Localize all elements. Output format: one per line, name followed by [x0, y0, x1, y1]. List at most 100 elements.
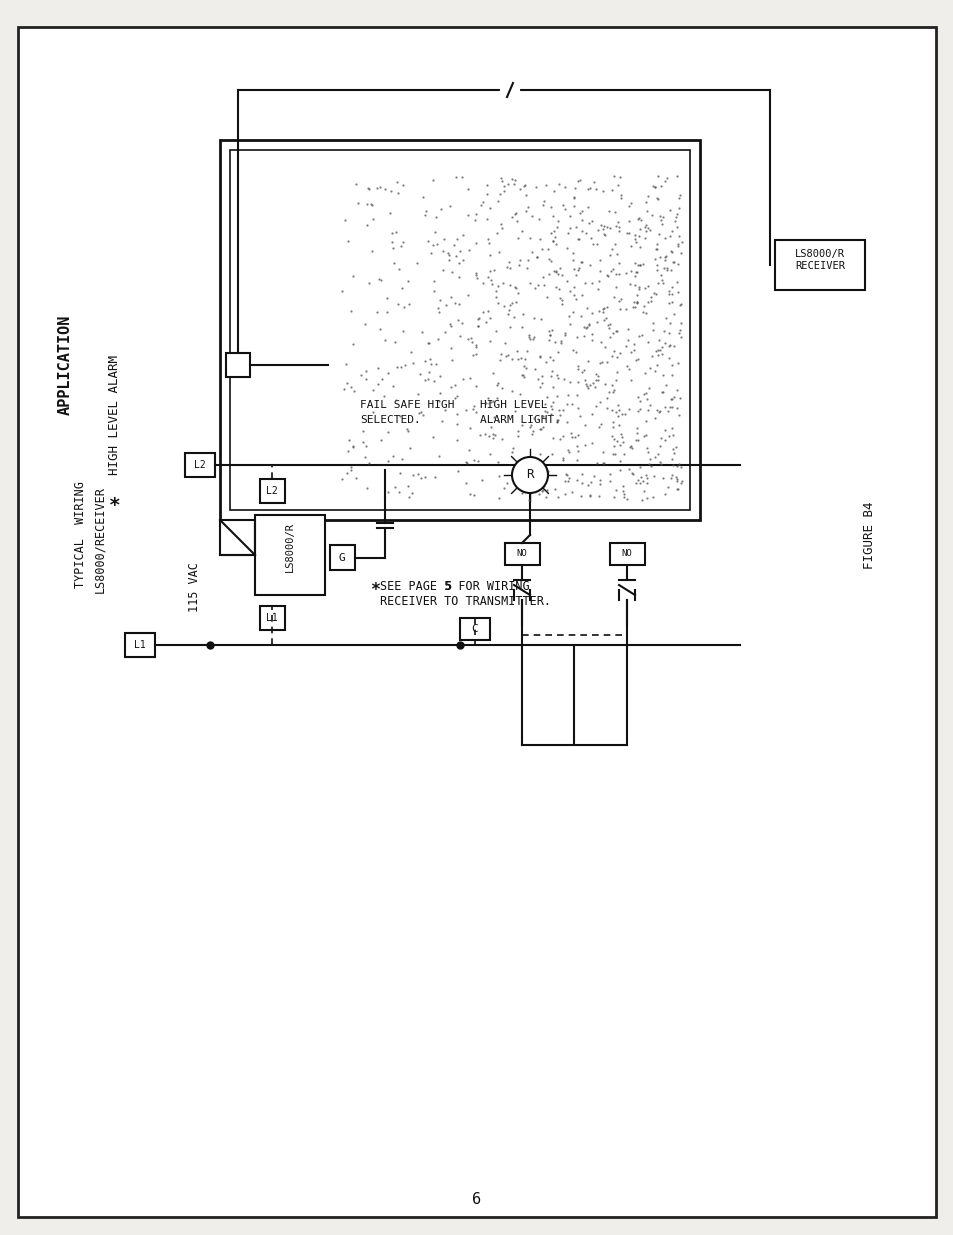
Point — [657, 333, 672, 353]
Point — [452, 241, 467, 261]
Point — [626, 291, 641, 311]
Point — [470, 309, 485, 329]
Point — [392, 463, 407, 483]
Point — [504, 382, 519, 401]
Point — [528, 177, 543, 196]
Point — [549, 366, 564, 385]
Point — [573, 252, 588, 272]
Point — [429, 207, 444, 227]
Point — [416, 405, 431, 425]
Point — [502, 295, 517, 315]
Point — [335, 282, 350, 301]
Point — [605, 429, 620, 448]
Point — [537, 394, 552, 414]
Point — [516, 368, 531, 388]
Point — [588, 370, 603, 390]
Point — [578, 317, 594, 337]
Point — [452, 326, 467, 346]
Text: 6: 6 — [472, 1193, 481, 1208]
Point — [462, 484, 477, 504]
Point — [507, 204, 522, 224]
Point — [667, 211, 682, 231]
Point — [639, 291, 655, 311]
Point — [426, 282, 441, 301]
Point — [465, 345, 480, 364]
Point — [537, 191, 552, 211]
Point — [525, 327, 540, 347]
Point — [532, 445, 547, 464]
Point — [490, 293, 505, 312]
Point — [665, 252, 680, 272]
Text: L2: L2 — [266, 487, 277, 496]
Point — [530, 274, 545, 294]
Point — [400, 421, 416, 441]
Point — [663, 221, 679, 241]
Point — [373, 431, 388, 451]
Point — [665, 425, 680, 445]
Point — [346, 437, 361, 457]
Point — [563, 394, 578, 414]
Point — [517, 185, 533, 205]
Point — [570, 228, 585, 248]
Point — [439, 243, 455, 263]
Point — [482, 199, 497, 219]
Point — [614, 404, 629, 424]
Point — [569, 327, 584, 347]
Point — [544, 351, 559, 370]
Point — [370, 358, 385, 378]
Point — [447, 375, 462, 395]
Point — [674, 232, 689, 252]
Point — [668, 467, 683, 487]
Point — [465, 399, 480, 419]
Point — [405, 353, 420, 373]
Point — [639, 332, 655, 352]
Point — [507, 401, 522, 421]
Point — [468, 335, 483, 354]
Point — [550, 264, 565, 284]
Point — [574, 221, 589, 241]
Point — [414, 322, 429, 342]
Point — [539, 387, 555, 406]
Point — [598, 217, 614, 237]
Point — [669, 469, 684, 489]
Point — [380, 421, 395, 441]
Point — [608, 277, 623, 296]
Point — [621, 195, 637, 215]
Point — [578, 222, 593, 242]
Point — [481, 393, 497, 412]
Point — [672, 320, 687, 340]
Point — [570, 373, 585, 393]
Point — [628, 285, 643, 305]
Point — [599, 298, 615, 317]
Point — [454, 167, 469, 186]
Point — [563, 482, 578, 501]
Point — [577, 370, 592, 390]
Point — [644, 205, 659, 225]
Point — [353, 366, 368, 385]
Point — [623, 261, 639, 280]
Point — [503, 207, 518, 227]
Point — [335, 379, 351, 399]
Point — [588, 396, 603, 416]
Point — [560, 306, 576, 326]
Point — [604, 346, 619, 366]
Point — [559, 472, 575, 492]
Point — [669, 353, 684, 373]
Circle shape — [512, 457, 547, 493]
Point — [605, 412, 620, 432]
Point — [544, 399, 559, 419]
Point — [673, 243, 688, 263]
Point — [492, 351, 507, 370]
Point — [592, 474, 607, 494]
Point — [590, 279, 605, 299]
Text: L1: L1 — [266, 613, 277, 622]
Point — [496, 478, 511, 498]
Point — [664, 253, 679, 273]
Point — [669, 235, 684, 254]
Point — [544, 320, 559, 340]
Point — [534, 406, 549, 426]
Point — [430, 329, 445, 348]
Point — [613, 424, 628, 443]
Point — [612, 167, 627, 186]
Point — [520, 490, 536, 510]
